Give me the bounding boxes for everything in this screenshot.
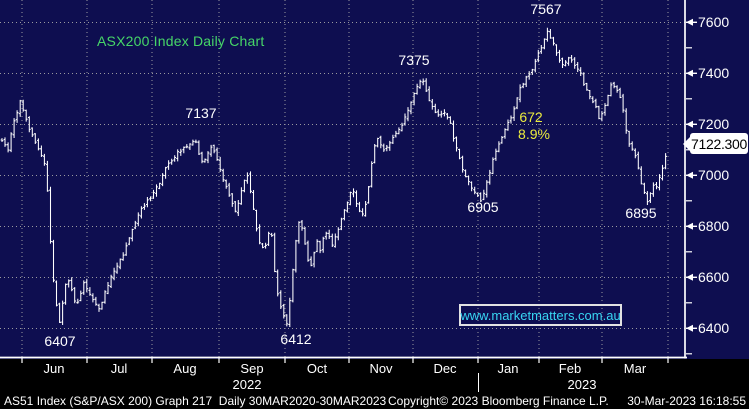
chart-annotation-7375: 7375: [398, 52, 430, 68]
year-label-2023: 2023: [567, 377, 597, 392]
timestamp: 30-Mar-2023 16:18:55: [627, 394, 746, 408]
chart-annotation-6895: 6895: [625, 205, 657, 221]
month-label-oct: Oct: [306, 361, 328, 376]
month-label-nov: Nov: [369, 361, 393, 376]
month-label-sep: Sep: [240, 361, 264, 376]
year-divider: [478, 373, 479, 392]
y-axis-label-6800: 6800: [698, 217, 730, 234]
month-label-aug: Aug: [173, 361, 197, 376]
y-axis-label-7000: 7000: [698, 166, 730, 183]
status-bar: AS51 Index (S&P/ASX 200) Graph 217 Daily…: [0, 393, 749, 409]
last-price-marker: 7122.300: [683, 133, 748, 154]
watermark-link[interactable]: www.marketmatters.com.au: [459, 304, 622, 326]
chart-annotation-6412: 6412: [280, 331, 312, 347]
y-axis-label-7200: 7200: [698, 115, 730, 132]
month-label-jan: Jan: [497, 361, 519, 376]
chart-annotation-6407: 6407: [44, 333, 76, 349]
month-label-jun: Jun: [43, 361, 65, 376]
chart-annotation-7567: 7567: [530, 1, 562, 17]
bottom-axis-band: [0, 359, 749, 409]
y-axis-label-7400: 7400: [698, 64, 730, 81]
copyright-text: Copyright© 2023 Bloomberg Finance L.P.: [388, 394, 609, 408]
month-label-feb: Feb: [558, 361, 582, 376]
last-price-value: 7122.300: [691, 135, 747, 152]
watermark-url: www.marketmatters.com.au: [460, 307, 621, 323]
chart-annotation-8.9: 8.9%: [518, 126, 550, 142]
y-axis-label-6400: 6400: [698, 319, 730, 336]
chart-title: ASX200 Index Daily Chart: [97, 33, 265, 49]
month-label-jul: Jul: [110, 361, 128, 376]
month-label-dec: Dec: [433, 361, 457, 376]
month-label-mar: Mar: [623, 361, 647, 376]
y-axis-label-7600: 7600: [698, 13, 730, 30]
chart-annotation-6905: 6905: [467, 199, 499, 215]
ohlc-bars: [0, 27, 667, 327]
chart-annotation-672: 672: [519, 109, 543, 125]
security-description: AS51 Index (S&P/ASX 200) Graph 217 Daily…: [4, 394, 387, 408]
year-label-2022: 2022: [232, 377, 262, 392]
y-axis-label-6600: 6600: [698, 268, 730, 285]
chart-annotation-7137: 7137: [185, 105, 217, 121]
